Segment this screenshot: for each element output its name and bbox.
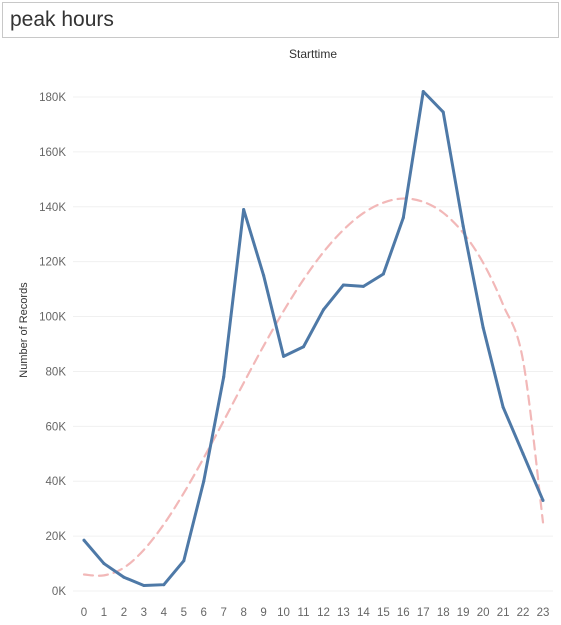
data-point-hour-2 xyxy=(122,575,126,579)
x-tick-label: 2 xyxy=(121,607,127,619)
data-point-hour-5 xyxy=(182,559,186,563)
y-tick-labels: 0K 20K 40K 60K 80K 100K 120K 140K 160K 180K xyxy=(39,92,66,598)
x-tick-label: 13 xyxy=(337,607,350,619)
x-tick-labels: 0 1 2 3 4 5 6 7 8 9 10 11 12 13 14 15 16 17 18 19 20 21 22 23 xyxy=(81,607,550,619)
series-points xyxy=(82,90,545,588)
y-tick-label: 60K xyxy=(46,421,67,433)
x-tick-label: 1 xyxy=(101,607,107,619)
x-tick-label: 18 xyxy=(437,607,450,619)
data-point-hour-20 xyxy=(481,326,485,330)
data-point-hour-18 xyxy=(441,110,445,114)
data-point-hour-3 xyxy=(142,584,146,588)
x-tick-label: 11 xyxy=(298,607,310,619)
y-tick-label: 180K xyxy=(39,92,66,104)
data-point-hour-6 xyxy=(202,479,206,483)
y-tick-label: 40K xyxy=(46,476,67,488)
data-point-hour-10 xyxy=(282,354,286,358)
x-tick-label: 16 xyxy=(397,607,410,619)
trend-line xyxy=(82,197,545,577)
y-tick-label: 100K xyxy=(39,312,66,324)
data-point-hour-1 xyxy=(102,562,106,566)
x-tick-label: 14 xyxy=(357,607,370,619)
y-tick-label: 0K xyxy=(52,586,66,598)
data-point-hour-13 xyxy=(341,283,345,287)
x-tick-label: 0 xyxy=(81,607,87,619)
y-axis-title: Number of Records xyxy=(18,282,30,378)
series-line xyxy=(82,90,545,588)
data-point-hour-11 xyxy=(302,345,306,349)
data-point-hour-8 xyxy=(242,208,246,212)
x-tick-label: 6 xyxy=(201,607,207,619)
chart-title: Starttime xyxy=(289,47,337,61)
data-point-hour-0 xyxy=(82,538,86,542)
data-point-hour-4 xyxy=(162,583,166,587)
data-point-hour-17 xyxy=(421,90,425,94)
data-point-hour-12 xyxy=(321,308,325,312)
y-tick-label: 20K xyxy=(46,531,67,543)
x-tick-label: 21 xyxy=(497,607,510,619)
data-point-hour-7 xyxy=(222,375,226,379)
gridlines xyxy=(73,96,553,592)
y-tick-label: 140K xyxy=(39,202,66,214)
x-tick-label: 7 xyxy=(220,607,226,619)
data-point-hour-22 xyxy=(521,452,525,456)
y-tick-label: 160K xyxy=(39,147,66,159)
x-tick-label: 19 xyxy=(457,607,470,619)
data-point-hour-23 xyxy=(541,498,545,502)
x-tick-label: 23 xyxy=(537,607,550,619)
x-tick-label: 22 xyxy=(517,607,530,619)
x-tick-label: 4 xyxy=(161,607,168,619)
data-point-hour-16 xyxy=(401,216,405,220)
data-point-hour-19 xyxy=(461,224,465,228)
dashboard-title-box: peak hours xyxy=(2,2,559,38)
dashboard-title: peak hours xyxy=(10,8,114,31)
data-point-hour-15 xyxy=(381,272,385,276)
x-tick-label: 20 xyxy=(477,607,490,619)
x-tick-label: 3 xyxy=(141,607,147,619)
y-tick-label: 80K xyxy=(46,366,67,378)
x-tick-label: 8 xyxy=(240,607,246,619)
x-tick-label: 9 xyxy=(260,607,266,619)
data-point-hour-21 xyxy=(501,405,505,409)
x-tick-label: 10 xyxy=(277,607,290,619)
x-tick-label: 5 xyxy=(181,607,187,619)
y-tick-label: 120K xyxy=(39,257,66,269)
data-point-hour-14 xyxy=(361,284,365,288)
x-tick-label: 15 xyxy=(377,607,390,619)
x-tick-label: 12 xyxy=(317,607,330,619)
data-point-hour-9 xyxy=(262,273,266,277)
x-tick-label: 17 xyxy=(417,607,430,619)
